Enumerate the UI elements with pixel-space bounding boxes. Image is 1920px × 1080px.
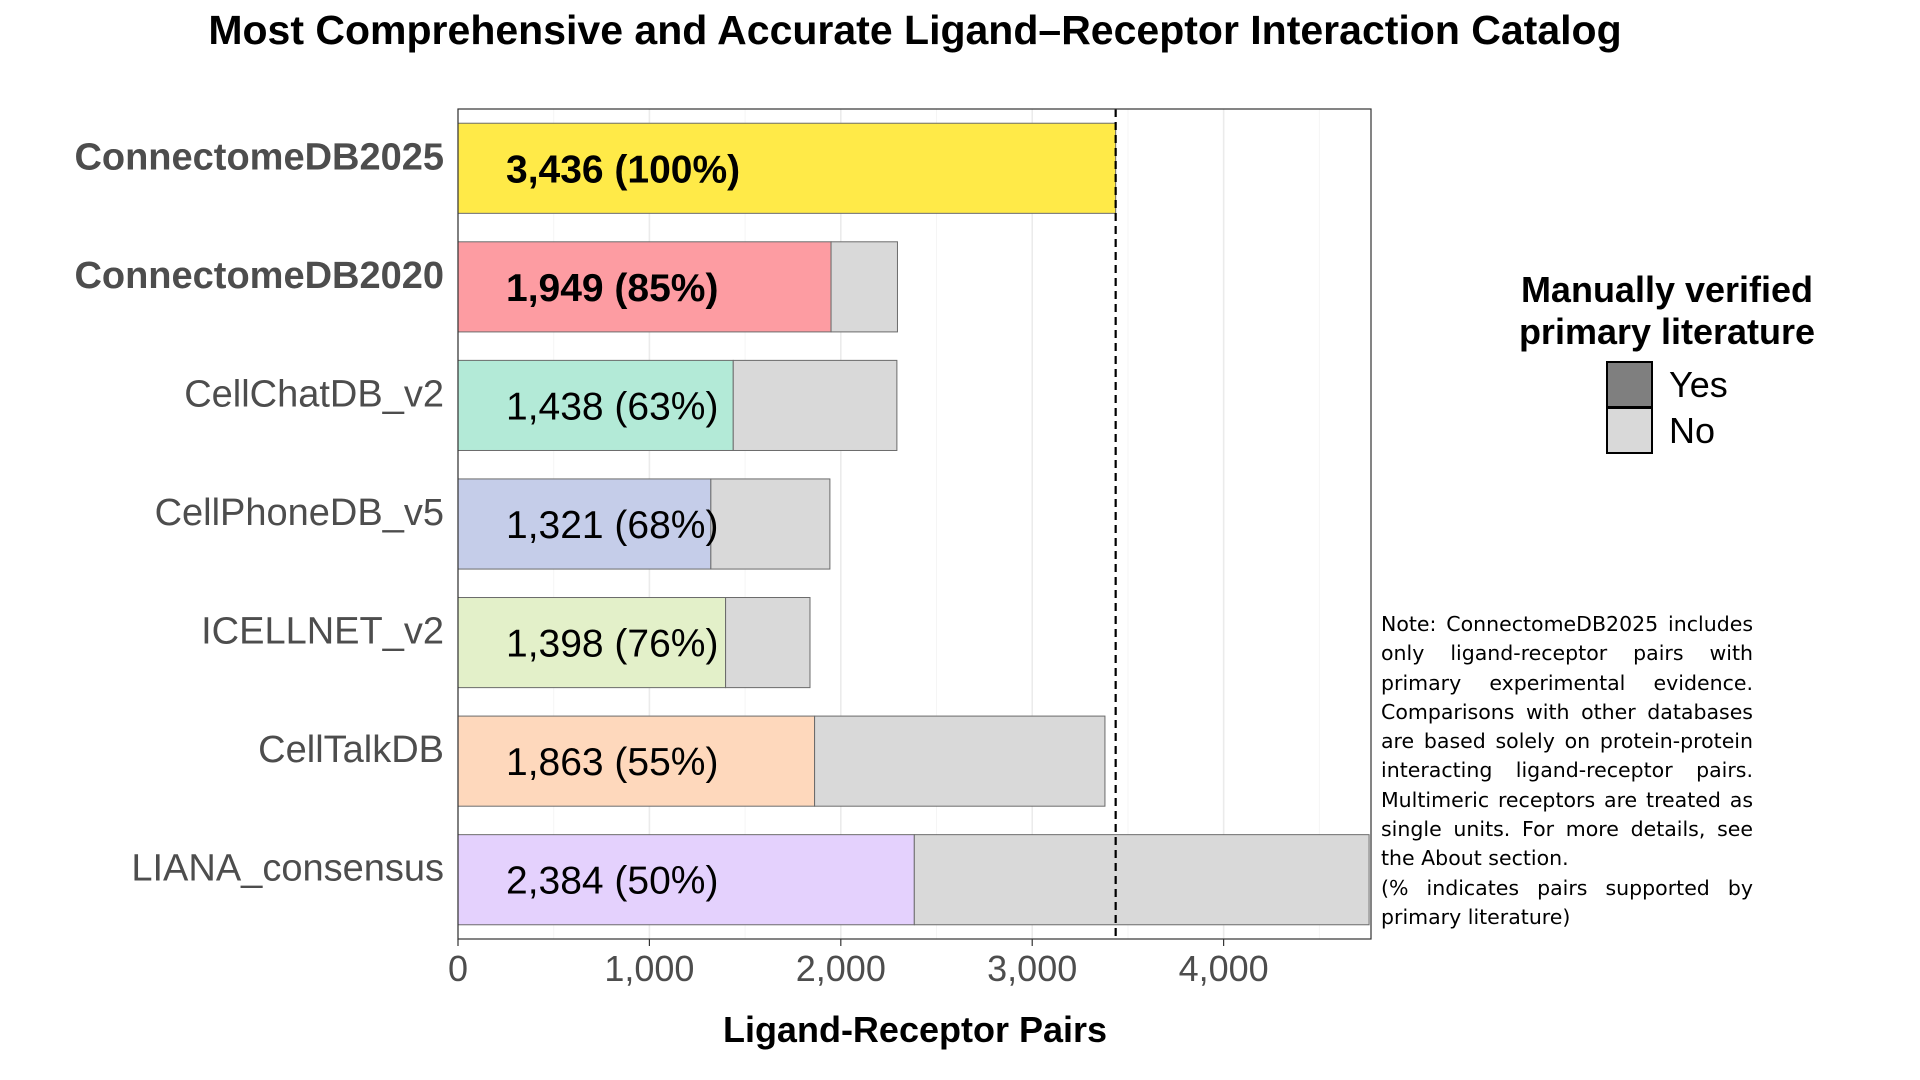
bar-segment-yes xyxy=(457,834,915,926)
legend-label-yes: Yes xyxy=(1669,364,1728,405)
chart-title: Most Comprehensive and Accurate Ligand–R… xyxy=(208,7,1621,53)
x-tick-label: 4,000 xyxy=(1179,948,1269,989)
note-paragraph: Note: ConnectomeDB2025 includes only lig… xyxy=(1381,612,1753,871)
legend-label-no: No xyxy=(1669,410,1715,451)
category-label: CellChatDB_v2 xyxy=(184,373,444,415)
legend-key-yes xyxy=(1606,361,1653,408)
x-tick-label: 3,000 xyxy=(987,948,1077,989)
bar-segment-no xyxy=(710,478,831,570)
legend-title-line-2: primary literature xyxy=(1519,311,1815,352)
bars: 3,436 (100%) 1,949 (85%) 1,438 (63%) 1,321 … xyxy=(457,122,1370,926)
legend-title-line-1: Manually verified xyxy=(1521,269,1813,310)
bar-value-label: 1,949 (85%) xyxy=(506,267,718,310)
bar-segment-yes xyxy=(457,122,1117,214)
chart-note: Note: ConnectomeDB2025 includes only lig… xyxy=(1381,610,1753,932)
bar-value-label: 1,863 (55%) xyxy=(506,741,718,784)
legend-key-no xyxy=(1606,407,1653,454)
bar-segment-yes xyxy=(457,359,734,451)
bar-value-label: 1,398 (76%) xyxy=(506,623,718,666)
category-labels: ConnectomeDB2025 ConnectomeDB2020 CellChat… xyxy=(74,136,444,889)
x-axis-ticks: 0 1,000 2,000 3,000 4,000 xyxy=(448,939,1269,989)
category-label: LIANA_consensus xyxy=(131,848,444,890)
x-tick-label: 1,000 xyxy=(604,948,694,989)
bar-segment-no xyxy=(830,241,898,333)
legend: Manually verified primary literature Yes… xyxy=(1519,269,1815,454)
x-tick-label: 0 xyxy=(448,948,468,989)
note-paragraph-percent: (% indicates pairs supported by primary … xyxy=(1381,875,1753,929)
bar-segment-yes xyxy=(457,241,832,333)
bar-segment-no xyxy=(814,715,1106,807)
x-axis-title: Ligand-Receptor Pairs xyxy=(723,1009,1107,1050)
category-label: ConnectomeDB2025 xyxy=(74,136,444,178)
bar-value-label: 2,384 (50%) xyxy=(506,860,718,903)
plot-panel-border xyxy=(457,108,1372,940)
x-tick-label: 2,000 xyxy=(796,948,886,989)
legend-items: Yes No xyxy=(1606,361,1728,454)
bar-value-label: 1,438 (63%) xyxy=(506,385,718,428)
bar-segment-no xyxy=(725,597,811,689)
bar-segment-no xyxy=(732,359,898,451)
category-label: ConnectomeDB2020 xyxy=(74,255,444,297)
category-label: CellPhoneDB_v5 xyxy=(155,492,444,534)
bar-value-label: 3,436 (100%) xyxy=(506,148,740,191)
category-label: ICELLNET_v2 xyxy=(201,611,444,653)
bar-segment-no xyxy=(913,834,1370,926)
category-label: CellTalkDB xyxy=(258,729,444,771)
bar-segment-yes xyxy=(457,597,727,689)
bar-value-label: 1,321 (68%) xyxy=(506,504,718,547)
